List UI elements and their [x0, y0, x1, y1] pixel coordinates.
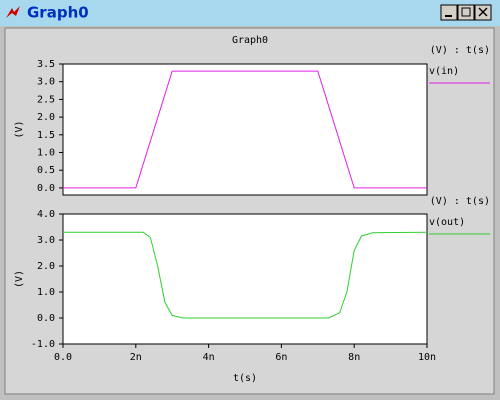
- y-tick-label: 0.5: [37, 165, 55, 176]
- series-line: [63, 231, 428, 319]
- y-tick-label: 2.5: [37, 94, 55, 105]
- legend-label: v(in): [429, 66, 459, 77]
- y-axis-label: (V): [14, 120, 25, 138]
- y-axis-label: (V): [14, 270, 25, 288]
- minimize-button[interactable]: [440, 4, 458, 21]
- x-tick-label: 2n: [130, 352, 142, 363]
- plot-area: [62, 63, 428, 196]
- maximize-button[interactable]: [457, 4, 475, 21]
- x-tick-label: 10n: [418, 352, 436, 363]
- y-tick-label: -1.0: [31, 339, 55, 350]
- series-line: [63, 70, 427, 189]
- y-tick-label: 2.0: [37, 112, 55, 123]
- x-tick-label: 4n: [203, 352, 215, 363]
- x-axis-label: t(s): [233, 373, 257, 384]
- y-tick-label: 3.0: [37, 235, 55, 246]
- window-buttons: [440, 4, 492, 21]
- x-tick-label: 0.0: [54, 352, 72, 363]
- plot-area: [62, 213, 428, 345]
- maximize-icon: [461, 7, 471, 17]
- legend-header: (V) : t(s): [430, 196, 490, 207]
- y-tick-label: 0.0: [37, 313, 55, 324]
- y-tick-label: 4.0: [37, 209, 55, 220]
- legend-label: v(out): [429, 217, 465, 228]
- chart-title: Graph0: [232, 35, 268, 46]
- x-tick-label: 8n: [348, 352, 360, 363]
- y-tick-label: 3.5: [37, 59, 55, 70]
- x-tick-label: 6n: [275, 352, 287, 363]
- window-icon: [6, 6, 20, 18]
- legend-header: (V) : t(s): [430, 45, 490, 56]
- title-bar: [0, 0, 500, 26]
- y-tick-label: 3.0: [37, 77, 55, 88]
- close-icon: [478, 7, 488, 17]
- y-tick-label: 1.0: [37, 148, 55, 159]
- y-tick-label: 1.0: [37, 287, 55, 298]
- y-tick-label: 0.0: [37, 183, 55, 194]
- y-tick-label: 1.5: [37, 130, 55, 141]
- window-title: Graph0: [27, 4, 89, 22]
- y-tick-label: 2.0: [37, 261, 55, 272]
